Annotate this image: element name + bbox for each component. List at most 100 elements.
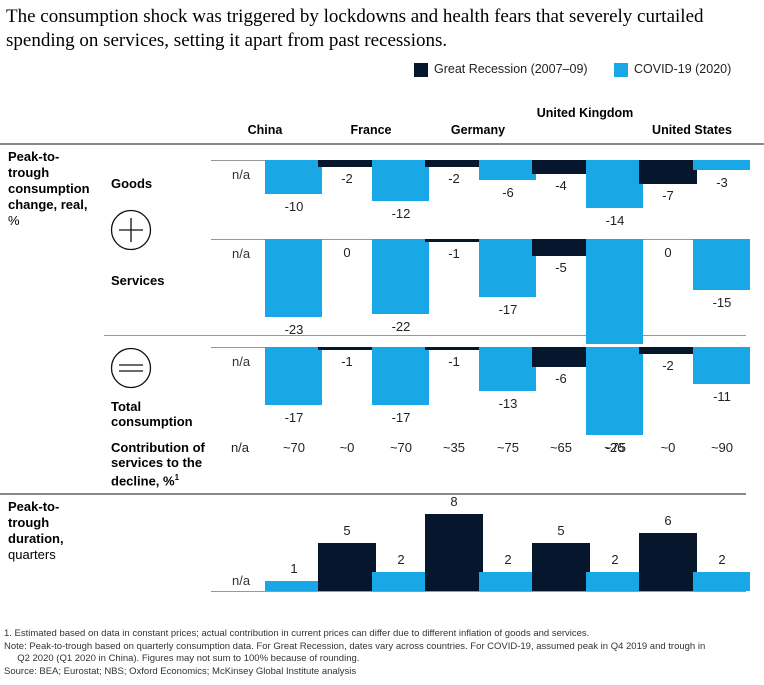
middle-rule [104, 493, 746, 495]
total-germany-great-recession-label: -1 [448, 354, 460, 370]
duration-germany-covid-bar [479, 571, 536, 591]
goods-germany-covid-bar [479, 160, 536, 181]
services-united-states-covid-label: -15 [712, 295, 732, 310]
services-germany-great-recession-bar [425, 239, 483, 243]
goods-united-states-covid-label: -3 [716, 175, 728, 191]
duration-france-great-recession-bar [318, 543, 376, 591]
change-axis-label: Peak-to-trough consumption change, real,… [8, 149, 98, 229]
contribution-china-great-recession-label: n/a [230, 440, 250, 455]
contribution-united-states-great-recession-label: ~0 [660, 440, 676, 455]
services-germany-covid-label: -17 [498, 301, 518, 317]
services-china-na-label: n/a [232, 246, 251, 261]
country-header-france: France [350, 123, 392, 137]
change-axis-title: Peak-to-trough consumption change, real, [8, 149, 90, 212]
contribution-germany-great-recession-label: ~35 [442, 440, 466, 455]
services-china-covid-label: -23 [284, 322, 304, 338]
total-germany-covid-label: -13 [498, 396, 518, 412]
row-label-contribution-text: Contribution of services to the decline,… [111, 440, 205, 489]
legend-swatch-covid [614, 63, 628, 77]
footnote-1: 1. Estimated based on data in constant p… [4, 628, 590, 639]
goods-france-covid-bar [372, 160, 429, 201]
contribution-united-kingdom-covid-label: ~75 [603, 440, 627, 455]
services-france-great-recession-label: 0 [343, 245, 351, 260]
total-united-kingdom-covid-label: -26 [605, 440, 625, 456]
plus-circle-icon [110, 209, 152, 251]
source-line: Source: BEA; Eurostat; NBS; Oxford Econo… [4, 665, 357, 677]
section-divider [104, 335, 746, 336]
goods-france-covid-label: -12 [391, 205, 411, 221]
note-line-1: Note: Peak-to-trough based on quarterly … [4, 640, 706, 652]
legend-label-covid: COVID-19 (2020) [634, 62, 732, 76]
total-united-states-great-recession-label: -2 [662, 357, 674, 373]
duration-united-states-great-recession-label: 6 [664, 513, 672, 529]
row-label-services: Services [111, 273, 165, 288]
contribution-china-covid-label: ~70 [282, 440, 306, 455]
contribution-france-great-recession-label: ~0 [339, 440, 355, 455]
change-axis-unit: % [8, 213, 20, 228]
duration-united-states-great-recession-bar [639, 533, 697, 591]
note-line-2: Q2 2020 (Q1 2020 in China). Figures may … [4, 653, 360, 664]
goods-germany-covid-label: -6 [502, 185, 514, 201]
row-label-contribution: Contribution of services to the decline,… [111, 440, 211, 488]
total-germany-covid-bar [479, 347, 536, 392]
services-germany-great-recession-label: -1 [448, 246, 460, 262]
duration-china-covid-bar [265, 581, 322, 591]
contribution-france-covid-label: ~70 [389, 440, 413, 455]
equals-circle-icon [110, 347, 152, 389]
country-header-united-states: United States [652, 123, 732, 137]
legend-swatch-great-recession [414, 63, 428, 77]
total-germany-great-recession-bar [425, 347, 483, 351]
total-france-great-recession-label: -1 [341, 354, 353, 370]
goods-united-states-great-recession-label: -7 [662, 187, 674, 203]
duration-china-na-label: n/a [232, 573, 251, 588]
row-label-goods: Goods [111, 176, 153, 191]
goods-united-kingdom-covid-bar [586, 160, 643, 208]
total-china-na-label: n/a [232, 354, 251, 369]
goods-china-covid-bar [265, 160, 322, 194]
goods-united-kingdom-great-recession-bar [532, 160, 590, 174]
services-united-states-covid-bar [693, 239, 750, 290]
total-united-kingdom-great-recession-bar [532, 347, 590, 368]
goods-germany-great-recession-label: -2 [448, 170, 460, 186]
total-france-covid-label: -17 [391, 409, 411, 425]
contribution-united-kingdom-great-recession-label: ~65 [549, 440, 573, 455]
total-united-states-covid-label: -11 [713, 389, 731, 405]
total-france-covid-bar [372, 347, 429, 405]
legend-label-great-recession: Great Recession (2007–09) [434, 62, 588, 76]
goods-united-kingdom-great-recession-label: -4 [555, 177, 567, 193]
duration-axis-unit: quarters [8, 547, 56, 562]
country-header-china: China [247, 123, 283, 137]
duration-france-covid-bar [372, 571, 429, 591]
goods-united-kingdom-covid-label: -14 [605, 212, 625, 228]
country-header-united-kingdom: United Kingdom [536, 106, 634, 120]
duration-united-states-covid-bar [693, 571, 750, 591]
country-header-germany: Germany [450, 123, 506, 137]
duration-baseline [211, 591, 746, 592]
total-china-covid-label: -17 [284, 409, 304, 425]
goods-france-great-recession-bar [318, 160, 376, 167]
goods-france-great-recession-label: -2 [341, 170, 353, 186]
top-rule [0, 143, 764, 145]
services-germany-covid-bar [479, 239, 536, 297]
bottom-rule [0, 493, 104, 495]
duration-united-kingdom-covid-label: 2 [611, 551, 619, 567]
contribution-united-states-covid-label: ~90 [710, 440, 734, 455]
services-united-states-great-recession-label: 0 [664, 245, 672, 260]
goods-united-states-covid-bar [693, 160, 750, 171]
total-united-kingdom-covid-bar [586, 347, 643, 436]
total-united-states-covid-bar [693, 347, 750, 385]
total-united-states-great-recession-bar [639, 347, 697, 354]
services-france-covid-label: -22 [391, 318, 411, 334]
total-france-great-recession-bar [318, 347, 376, 351]
duration-united-kingdom-covid-bar [586, 571, 643, 591]
goods-china-na-label: n/a [232, 167, 251, 182]
total-united-kingdom-great-recession-label: -6 [555, 371, 567, 387]
footnotes: 1. Estimated based on data in constant p… [4, 628, 760, 678]
goods-united-states-great-recession-bar [639, 160, 697, 184]
duration-germany-covid-label: 2 [504, 551, 512, 567]
goods-china-covid-label: -10 [284, 199, 304, 214]
duration-axis-title: Peak-to-trough duration, [8, 499, 64, 546]
total-china-covid-bar [265, 347, 322, 405]
duration-united-states-covid-label: 2 [718, 551, 726, 567]
duration-axis-label: Peak-to-trough duration, quarters [8, 499, 98, 563]
